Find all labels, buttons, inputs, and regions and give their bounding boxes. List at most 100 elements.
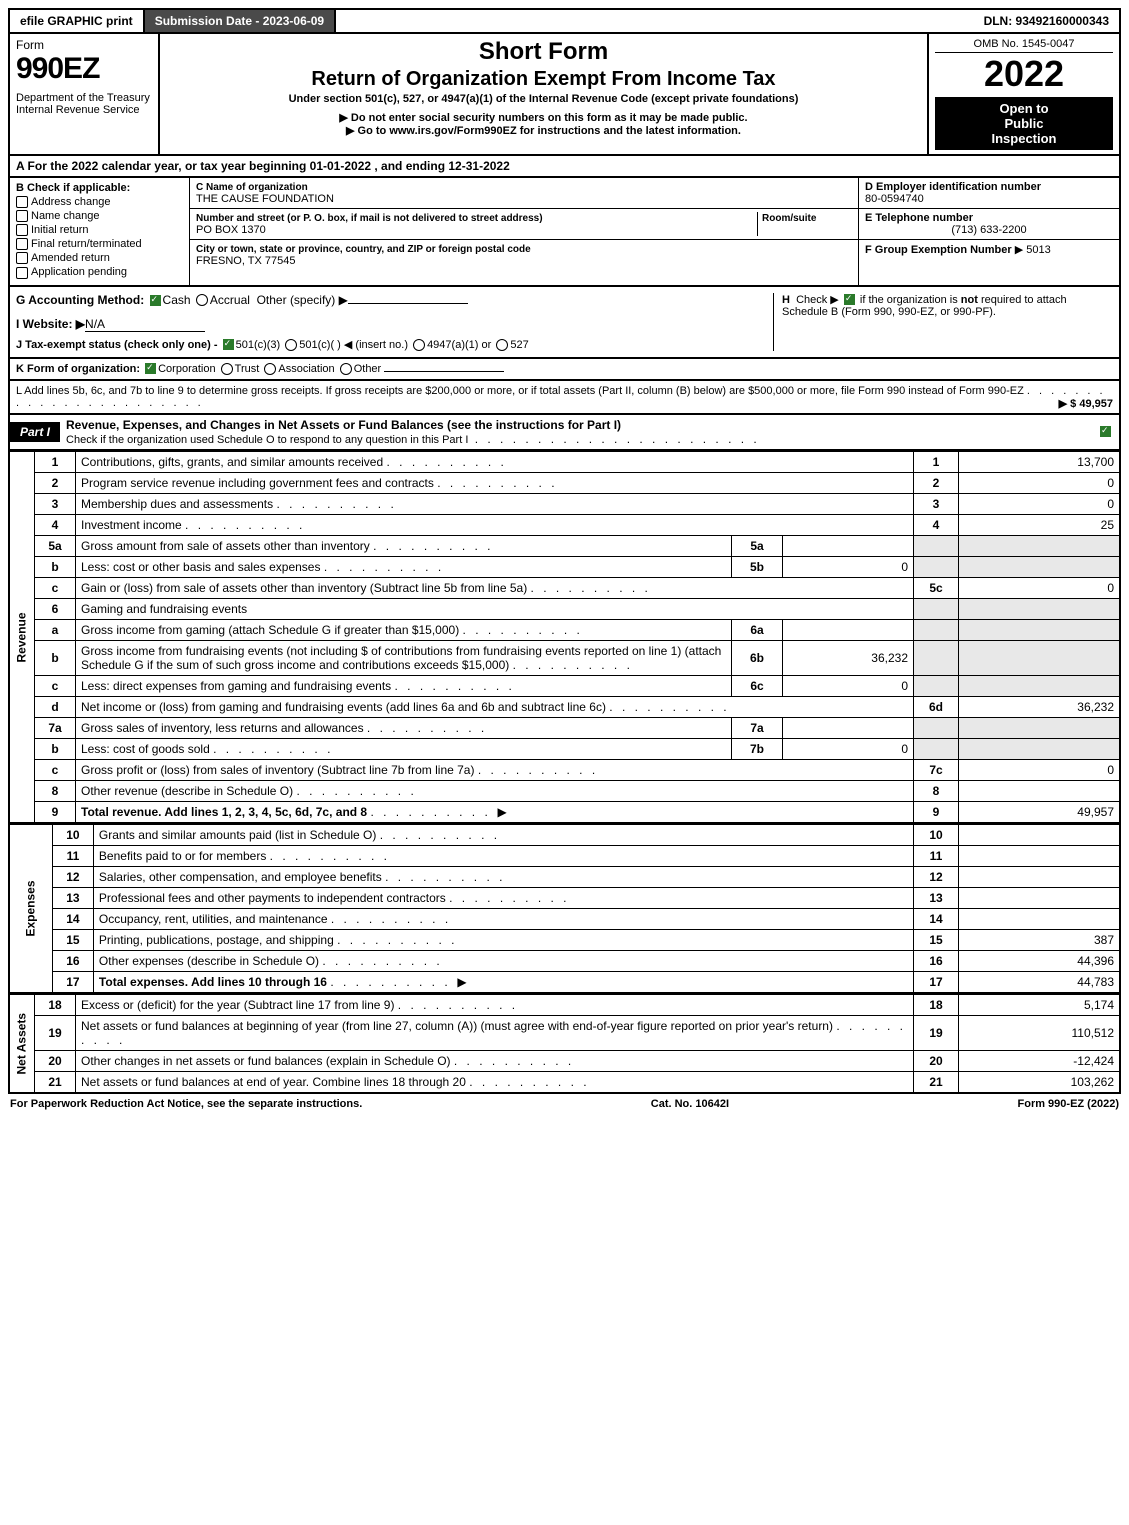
- amount-shaded: [959, 535, 1121, 556]
- line-number: 7a: [35, 717, 76, 738]
- dln: DLN: 93492160000343: [974, 10, 1119, 32]
- line-description: Gross income from fundraising events (no…: [76, 640, 732, 675]
- line-description: Net assets or fund balances at end of ye…: [76, 1071, 914, 1093]
- line-number: d: [35, 696, 76, 717]
- checkbox-501c3[interactable]: [223, 339, 234, 350]
- line-amount: -12,424: [959, 1050, 1121, 1071]
- checkbox-trust[interactable]: [221, 363, 233, 375]
- line-amount: [959, 780, 1121, 801]
- line-number: 17: [52, 971, 93, 993]
- table-row: Revenue1Contributions, gifts, grants, an…: [9, 451, 1120, 472]
- group-exemption: ▶ 5013: [1015, 244, 1051, 256]
- line-number: 9: [35, 801, 76, 823]
- line-ref: 1: [914, 451, 959, 472]
- short-form-title: Short Form: [166, 38, 921, 66]
- table-row: bLess: cost or other basis and sales exp…: [9, 556, 1120, 577]
- line-number: 1: [35, 451, 76, 472]
- line-description: Total expenses. Add lines 10 through 16 …: [93, 971, 913, 993]
- table-row: 2Program service revenue including gover…: [9, 472, 1120, 493]
- line-ref: 6d: [914, 696, 959, 717]
- checkbox-schedule-o-part1[interactable]: [1100, 426, 1111, 437]
- goto-link[interactable]: ▶ Go to www.irs.gov/Form990EZ for instru…: [166, 124, 921, 137]
- checkbox-4947[interactable]: [413, 339, 425, 351]
- sub-line-number: 5a: [732, 535, 783, 556]
- table-row: 16Other expenses (describe in Schedule O…: [9, 950, 1120, 971]
- line-description: Contributions, gifts, grants, and simila…: [76, 451, 914, 472]
- line-ref: 14: [914, 908, 959, 929]
- line-amount: [959, 908, 1121, 929]
- checkbox-address-change[interactable]: [16, 196, 28, 208]
- line-number: 3: [35, 493, 76, 514]
- sub-line-number: 5b: [732, 556, 783, 577]
- efile-print-button[interactable]: efile GRAPHIC print: [10, 10, 145, 32]
- line-description: Gaming and fundraising events: [76, 598, 914, 619]
- sub-amount: 36,232: [783, 640, 914, 675]
- checkbox-association[interactable]: [264, 363, 276, 375]
- lines-g-h-i-j: G Accounting Method: Cash Accrual Other …: [8, 287, 1121, 359]
- table-row: 3Membership dues and assessments 30: [9, 493, 1120, 514]
- line-description: Grants and similar amounts paid (list in…: [93, 824, 913, 845]
- line-amount: 5,174: [959, 994, 1121, 1015]
- table-row: 6Gaming and fundraising events: [9, 598, 1120, 619]
- table-row: 4Investment income 425: [9, 514, 1120, 535]
- table-row: cLess: direct expenses from gaming and f…: [9, 675, 1120, 696]
- line-amount: 13,700: [959, 451, 1121, 472]
- line-number: 14: [52, 908, 93, 929]
- table-row: 9Total revenue. Add lines 1, 2, 3, 4, 5c…: [9, 801, 1120, 823]
- section-side-label: Revenue: [9, 451, 35, 823]
- checkbox-application-pending[interactable]: [16, 267, 28, 279]
- line-description: Gross income from gaming (attach Schedul…: [76, 619, 732, 640]
- line-ref: 21: [914, 1071, 959, 1093]
- table-row: 20Other changes in net assets or fund ba…: [9, 1050, 1120, 1071]
- form-number: 990EZ: [16, 52, 152, 86]
- line-ref: 15: [914, 929, 959, 950]
- checkbox-corporation[interactable]: [145, 363, 156, 374]
- page-footer: For Paperwork Reduction Act Notice, see …: [8, 1094, 1121, 1114]
- line-amount: [959, 845, 1121, 866]
- sub-line-number: 6c: [732, 675, 783, 696]
- sub-amount: 0: [783, 556, 914, 577]
- line-number: c: [35, 675, 76, 696]
- sub-amount: 0: [783, 738, 914, 759]
- line-number: 19: [35, 1015, 76, 1050]
- checkbox-501c[interactable]: [285, 339, 297, 351]
- line-ref: 18: [914, 994, 959, 1015]
- line-description: Membership dues and assessments: [76, 493, 914, 514]
- line-amount: [959, 824, 1121, 845]
- checkbox-initial-return[interactable]: [16, 224, 28, 236]
- section-side-label: Expenses: [9, 824, 52, 993]
- checkbox-527[interactable]: [496, 339, 508, 351]
- line-number: c: [35, 759, 76, 780]
- table-row: 15Printing, publications, postage, and s…: [9, 929, 1120, 950]
- line-description: Printing, publications, postage, and shi…: [93, 929, 913, 950]
- line-number: 5a: [35, 535, 76, 556]
- checkbox-accrual[interactable]: [196, 294, 208, 306]
- netassets-table: Net Assets18Excess or (deficit) for the …: [8, 994, 1121, 1094]
- amount-shaded: [959, 556, 1121, 577]
- sub-amount: [783, 535, 914, 556]
- line-ref-shaded: [914, 675, 959, 696]
- line-description: Other expenses (describe in Schedule O): [93, 950, 913, 971]
- checkbox-cash[interactable]: [150, 295, 161, 306]
- table-row: 17Total expenses. Add lines 10 through 1…: [9, 971, 1120, 993]
- line-amount: [959, 598, 1121, 619]
- checkbox-amended-return[interactable]: [16, 252, 28, 264]
- table-row: dNet income or (loss) from gaming and fu…: [9, 696, 1120, 717]
- line-amount: 0: [959, 577, 1121, 598]
- checkbox-name-change[interactable]: [16, 210, 28, 222]
- line-a-tax-year: A For the 2022 calendar year, or tax yea…: [8, 156, 1121, 178]
- line-amount: 49,957: [959, 801, 1121, 823]
- checkbox-other-org[interactable]: [340, 363, 352, 375]
- omb-number: OMB No. 1545-0047: [935, 38, 1113, 53]
- line-number: 20: [35, 1050, 76, 1071]
- checkbox-schedule-b[interactable]: [844, 294, 855, 305]
- line-number: b: [35, 556, 76, 577]
- line-ref: 10: [914, 824, 959, 845]
- line-ref: 11: [914, 845, 959, 866]
- inspection-box: Open to Public Inspection: [935, 97, 1113, 150]
- checkbox-final-return[interactable]: [16, 238, 28, 250]
- revenue-table: Revenue1Contributions, gifts, grants, an…: [8, 451, 1121, 824]
- expenses-table: Expenses 10Grants and similar amounts pai…: [8, 824, 1121, 994]
- ssn-warning: ▶ Do not enter social security numbers o…: [166, 111, 921, 124]
- table-row: Expenses10Grants and similar amounts pai…: [9, 824, 1120, 845]
